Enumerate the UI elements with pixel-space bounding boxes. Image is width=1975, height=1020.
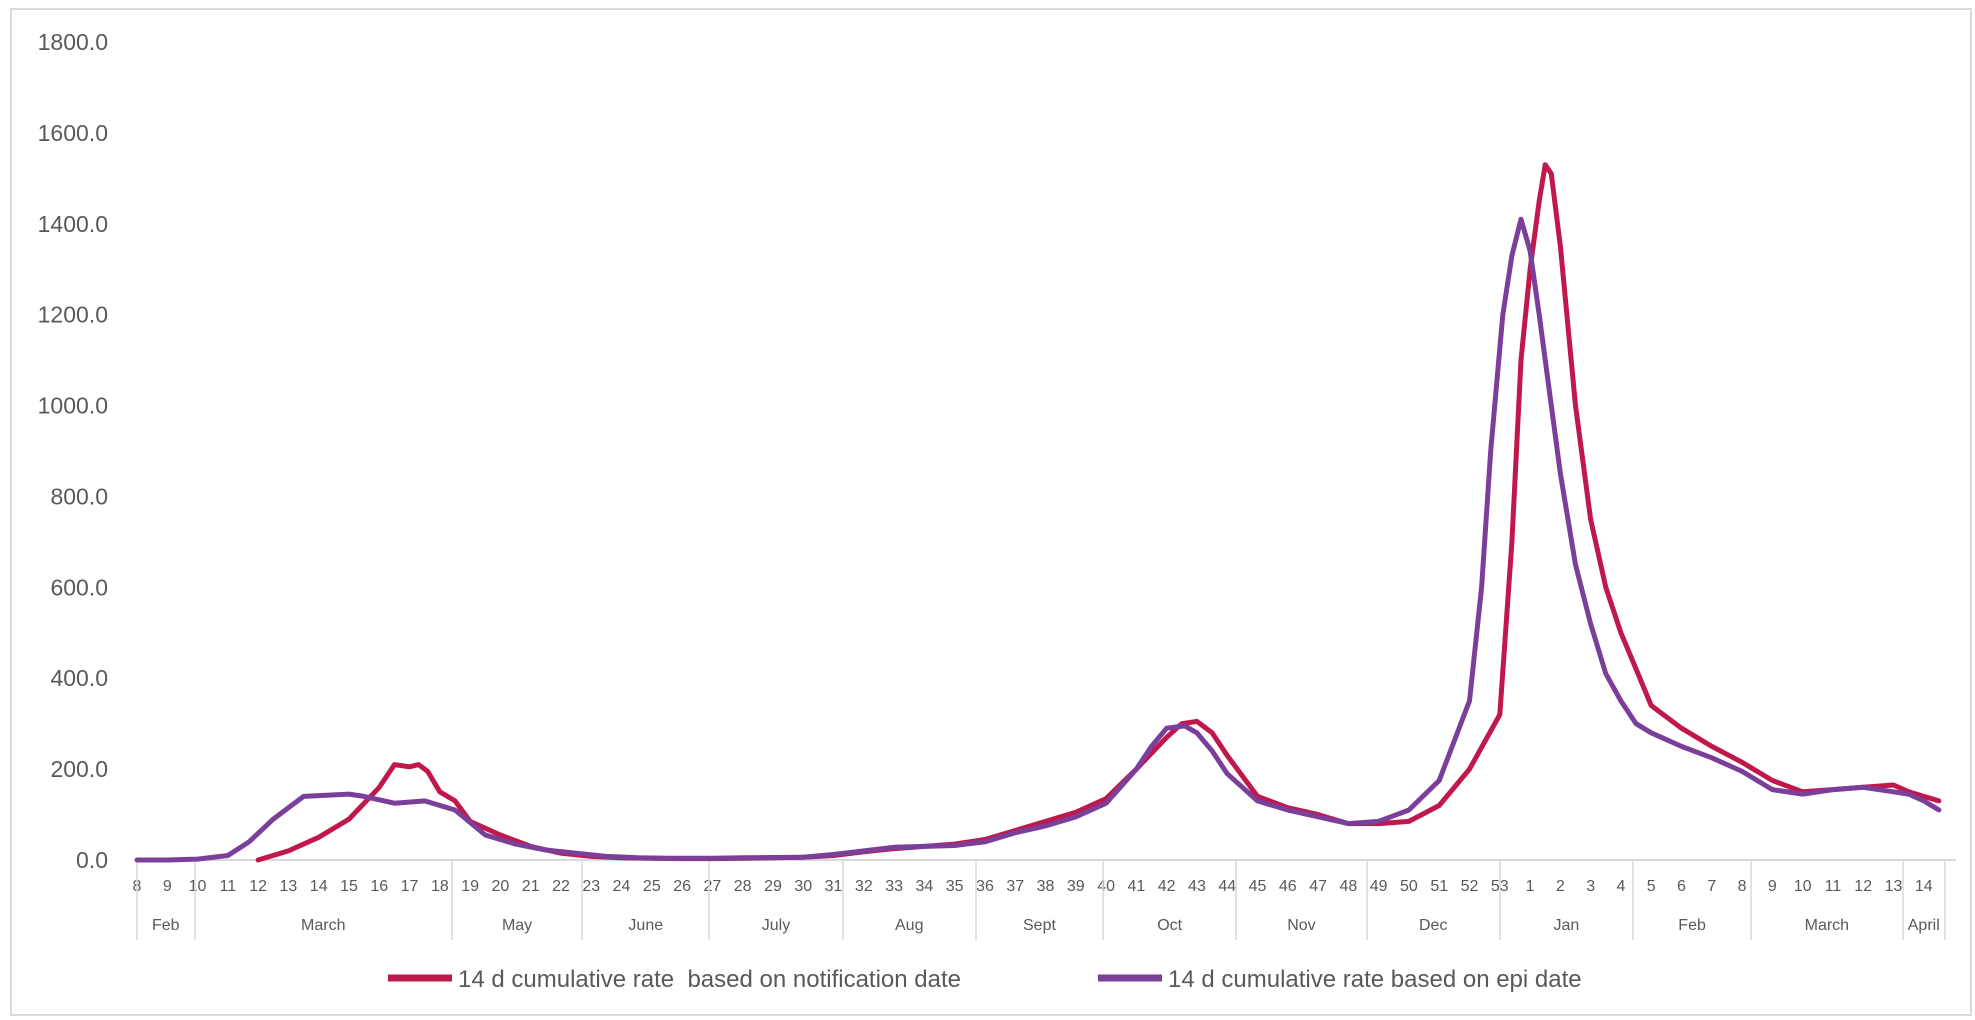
x-week-label: 6 — [1677, 878, 1686, 895]
x-week-label: 40 — [1097, 878, 1115, 895]
x-week-label: 5 — [1647, 878, 1656, 895]
x-week-label: 16 — [370, 878, 388, 895]
y-tick-label: 1600.0 — [38, 120, 108, 146]
x-week-label: 50 — [1400, 878, 1418, 895]
x-week-label: 35 — [946, 878, 964, 895]
series-line-notification — [255, 162, 1942, 863]
x-week-label: 10 — [189, 878, 207, 895]
y-tick-label: 1000.0 — [38, 393, 108, 419]
x-week-label: 8 — [1738, 878, 1747, 895]
x-week-label: 34 — [915, 878, 933, 895]
legend-label-epi: 14 d cumulative rate based on epi date — [1168, 966, 1582, 993]
y-tick-label: 1400.0 — [38, 211, 108, 237]
plot-area — [134, 162, 1942, 863]
y-tick-label: 800.0 — [50, 483, 108, 509]
x-week-label: 7 — [1707, 878, 1716, 895]
x-week-label: 46 — [1279, 878, 1297, 895]
x-week-label: 12 — [1854, 878, 1872, 895]
x-week-label: 43 — [1188, 878, 1206, 895]
legend: 14 d cumulative rate based on notificati… — [388, 966, 1582, 993]
x-week-label: 25 — [643, 878, 661, 895]
x-week-label: 48 — [1339, 878, 1357, 895]
x-week-label: 39 — [1067, 878, 1085, 895]
x-week-label: 1 — [1526, 878, 1535, 895]
x-month-label: Sept — [1023, 917, 1056, 934]
x-week-label: 23 — [582, 878, 600, 895]
y-axis: 0.0 200.0 400.0 600.0 800.0 1000.0 1200.0 1400.… — [38, 29, 108, 873]
x-week-label: 42 — [1158, 878, 1176, 895]
legend-item-notification: 14 d cumulative rate based on notificati… — [388, 966, 961, 993]
x-week-label: 21 — [522, 878, 540, 895]
chart-frame — [10, 8, 1972, 1016]
x-month-label: Nov — [1287, 917, 1315, 934]
x-week-label: 26 — [673, 878, 691, 895]
x-week-label: 10 — [1794, 878, 1812, 895]
series-line-epi — [134, 216, 1942, 863]
x-week-label: 17 — [401, 878, 419, 895]
x-month-label: June — [628, 917, 663, 934]
x-week-label: 37 — [1006, 878, 1024, 895]
x-week-label: 44 — [1218, 878, 1236, 895]
x-week-label: 13 — [1885, 878, 1903, 895]
x-week-label: 14 — [1915, 878, 1933, 895]
x-week-label: 2 — [1556, 878, 1565, 895]
x-week-label: 3 — [1586, 878, 1595, 895]
x-week-label: 11 — [220, 878, 237, 895]
y-tick-label: 600.0 — [50, 574, 108, 600]
x-week-label: 13 — [280, 878, 298, 895]
x-month-label: April — [1908, 917, 1940, 934]
x-week-label: 19 — [461, 878, 479, 895]
y-tick-label: 0.0 — [76, 847, 108, 873]
x-month-label: Feb — [152, 917, 180, 934]
y-tick-label: 400.0 — [50, 665, 108, 691]
legend-label-notification: 14 d cumulative rate based on notificati… — [458, 966, 961, 993]
x-week-label: 41 — [1127, 878, 1145, 895]
x-week-label: 11 — [1825, 878, 1842, 895]
y-tick-label: 1800.0 — [38, 29, 108, 55]
x-month-label: Jan — [1554, 917, 1580, 934]
x-week-label: 33 — [885, 878, 903, 895]
x-week-label: 52 — [1461, 878, 1479, 895]
x-week-label: 38 — [1037, 878, 1055, 895]
x-week-label: 49 — [1370, 878, 1388, 895]
x-week-label: 30 — [794, 878, 812, 895]
x-week-label: 24 — [613, 878, 631, 895]
x-month-label: March — [1805, 917, 1849, 934]
y-tick-label: 200.0 — [50, 756, 108, 782]
x-week-label: 14 — [310, 878, 328, 895]
x-month-label: May — [502, 917, 532, 934]
x-week-label: 32 — [855, 878, 873, 895]
x-week-label: 12 — [249, 878, 267, 895]
x-week-label: 4 — [1616, 878, 1625, 895]
x-week-label: 45 — [1249, 878, 1267, 895]
x-week-label: 20 — [492, 878, 510, 895]
x-month-label: Feb — [1678, 917, 1706, 934]
x-week-label: 9 — [1768, 878, 1777, 895]
x-month-label: Dec — [1419, 917, 1447, 934]
legend-item-epi: 14 d cumulative rate based on epi date — [1098, 966, 1582, 993]
x-week-label: 29 — [764, 878, 782, 895]
x-month-label: Oct — [1157, 917, 1182, 934]
x-week-label: 9 — [163, 878, 172, 895]
x-week-label: 15 — [340, 878, 358, 895]
x-month-label: March — [301, 917, 345, 934]
x-week-label: 47 — [1309, 878, 1327, 895]
x-week-label: 27 — [704, 878, 722, 895]
x-week-label: 18 — [431, 878, 449, 895]
x-axis: 8910111213141516171819202122232425262728… — [133, 859, 1956, 940]
x-week-label: 36 — [976, 878, 994, 895]
x-week-label: 22 — [552, 878, 570, 895]
x-week-label: 28 — [734, 878, 752, 895]
x-week-label: 31 — [825, 878, 843, 895]
x-month-label: Aug — [895, 917, 923, 934]
x-week-label: 51 — [1430, 878, 1448, 895]
y-tick-label: 1200.0 — [38, 302, 108, 328]
x-month-label: July — [762, 917, 790, 934]
